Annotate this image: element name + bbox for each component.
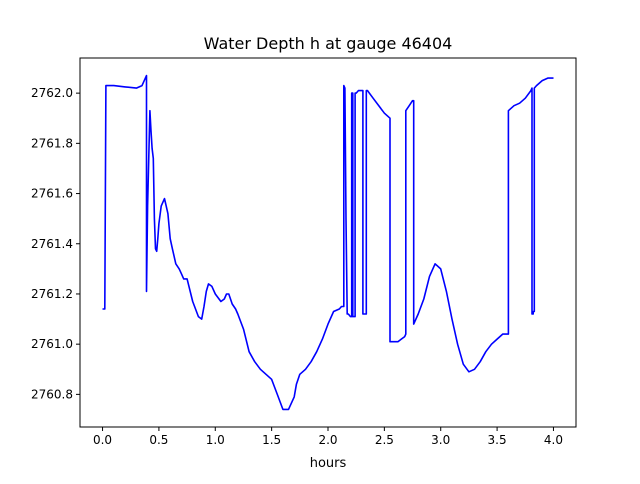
x-axis-label: hours: [310, 456, 347, 471]
y-tick-label: 2761.2: [31, 287, 73, 301]
y-tick-label: 2760.8: [31, 387, 73, 401]
x-axis: 0.0 0.5 1.0 1.5 2.0 2.5 3.0 3.5 4.0: [93, 427, 563, 447]
x-tick-label: 1.5: [262, 433, 281, 447]
x-tick-label: 3.0: [431, 433, 450, 447]
y-tick-label: 2761.0: [31, 337, 73, 351]
x-tick-label: 4.0: [544, 433, 563, 447]
y-tick-label: 2761.6: [31, 187, 73, 201]
x-tick-label: 0.5: [149, 433, 168, 447]
series-line: [102, 74, 554, 411]
y-tick-label: 2761.4: [31, 237, 73, 251]
x-tick-label: 2.5: [375, 433, 394, 447]
x-tick-label: 1.0: [206, 433, 225, 447]
y-tick-label: 2761.8: [31, 136, 73, 150]
x-tick-label: 2.0: [318, 433, 337, 447]
y-axis: 2760.8 2761.0 2761.2 2761.4 2761.6 2761.8 2762…: [31, 86, 80, 401]
chart-title: Water Depth h at gauge 46404: [204, 34, 453, 53]
x-tick-label: 3.5: [488, 433, 507, 447]
x-tick-label: 0.0: [93, 433, 112, 447]
y-tick-label: 2762.0: [31, 86, 73, 100]
